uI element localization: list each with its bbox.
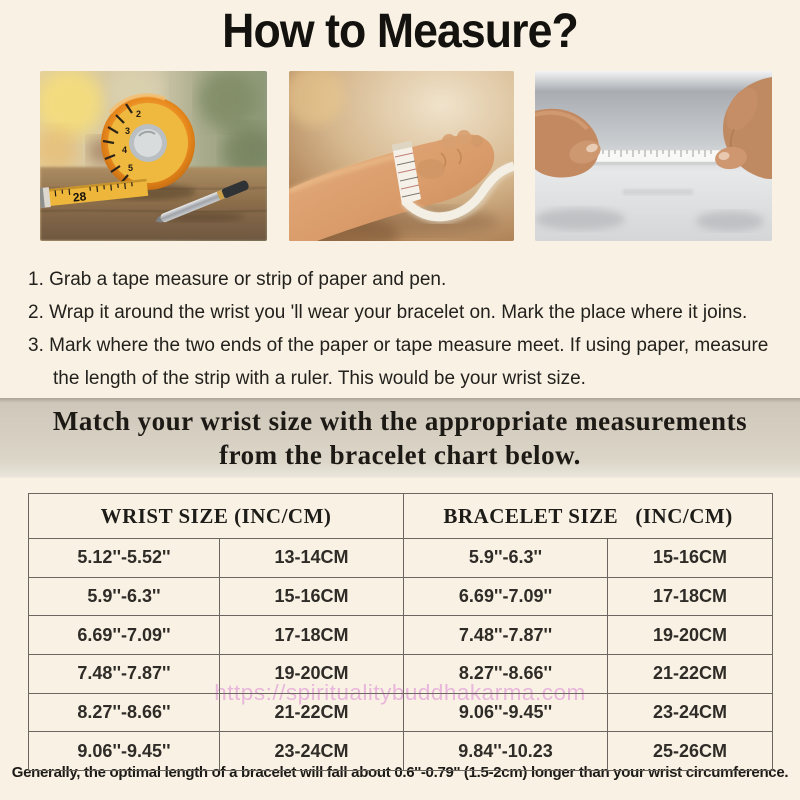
match-size-banner: Match your wrist size with the appropria… bbox=[0, 398, 800, 478]
wrist-size-header: WRIST SIZE (INC/CM) bbox=[27, 493, 405, 539]
table-cell: 5.12''-5.52'' bbox=[28, 538, 220, 578]
instruction-list: 1. Grab a tape measure or strip of paper… bbox=[28, 263, 792, 395]
table-cell: 9.06''-9.45'' bbox=[28, 731, 220, 772]
table-cell: 13-14CM bbox=[218, 538, 405, 578]
banner-line-2: from the bracelet chart below. bbox=[219, 440, 581, 470]
instruction-step-3: 3. Mark where the two ends of the paper … bbox=[28, 335, 769, 389]
table-cell: 21-22CM bbox=[218, 692, 405, 733]
table-cell: 25-26CM bbox=[607, 731, 774, 772]
tape-number-label: 28 bbox=[72, 189, 87, 204]
paper-strip-photo-image bbox=[535, 71, 772, 241]
table-cell: 23-24CM bbox=[218, 731, 405, 772]
table-cell: 5.9''-6.3'' bbox=[403, 538, 609, 578]
table-cell: 15-16CM bbox=[607, 538, 774, 578]
table-row: 5.12''-5.52'' 13-14CM 5.9''-6.3'' 15-16C… bbox=[28, 538, 774, 578]
size-chart-table: WRIST SIZE (INC/CM) BRACELET SIZE (INC/C… bbox=[27, 493, 774, 772]
table-row: 5.9''-6.3'' 15-16CM 6.69''-7.09'' 17-18C… bbox=[28, 576, 774, 617]
table-cell: 6.69''-7.09'' bbox=[28, 615, 220, 656]
table-cell: 23-24CM bbox=[607, 692, 774, 733]
table-cell: 6.69''-7.09'' bbox=[403, 576, 609, 617]
table-cell: 9.06''-9.45'' bbox=[403, 692, 609, 733]
table-row: 7.48''-7.87'' 19-20CM 8.27''-8.66'' 21-2… bbox=[28, 654, 774, 694]
instruction-step-2: 2. Wrap it around the wrist you 'll wear… bbox=[28, 302, 748, 323]
instruction-step-1: 1. Grab a tape measure or strip of paper… bbox=[28, 269, 447, 290]
table-cell: 7.48''-7.87'' bbox=[403, 615, 609, 656]
photo-tape-around-wrist bbox=[288, 71, 514, 241]
svg-text:4: 4 bbox=[122, 145, 127, 155]
bracelet-size-header: BRACELET SIZE (INC/CM) bbox=[403, 493, 774, 539]
table-cell: 15-16CM bbox=[218, 576, 405, 617]
table-cell: 9.84''-10.23 bbox=[403, 731, 609, 772]
table-cell: 19-20CM bbox=[607, 615, 774, 656]
svg-text:5: 5 bbox=[128, 163, 133, 173]
svg-text:2: 2 bbox=[136, 109, 141, 119]
photo-hands-holding-paper-strip bbox=[535, 71, 772, 241]
table-cell: 7.48''-7.87'' bbox=[28, 654, 220, 694]
wrist-photo-image bbox=[288, 71, 514, 241]
table-cell: 5.9''-6.3'' bbox=[28, 576, 220, 617]
table-cell: 8.27''-8.66'' bbox=[403, 654, 609, 694]
tape-measure-photo-image: 23 45 28 bbox=[40, 71, 267, 241]
table-cell: 19-20CM bbox=[218, 654, 405, 694]
page-title: How to Measure? bbox=[222, 5, 579, 58]
table-row: 8.27''-8.66'' 21-22CM 9.06''-9.45'' 23-2… bbox=[28, 692, 774, 733]
svg-text:3: 3 bbox=[125, 126, 130, 136]
table-row: 9.06''-9.45'' 23-24CM 9.84''-10.23 25-26… bbox=[28, 731, 774, 772]
table-row: 6.69''-7.09'' 17-18CM 7.48''-7.87'' 19-2… bbox=[28, 615, 774, 656]
banner-line-1: Match your wrist size with the appropria… bbox=[52, 406, 748, 436]
table-cell: 8.27''-8.66'' bbox=[28, 692, 220, 733]
table-cell: 21-22CM bbox=[607, 654, 774, 694]
table-header-row: WRIST SIZE (INC/CM) BRACELET SIZE (INC/C… bbox=[27, 493, 774, 539]
table-cell: 17-18CM bbox=[607, 576, 774, 617]
table-cell: 17-18CM bbox=[218, 615, 405, 656]
